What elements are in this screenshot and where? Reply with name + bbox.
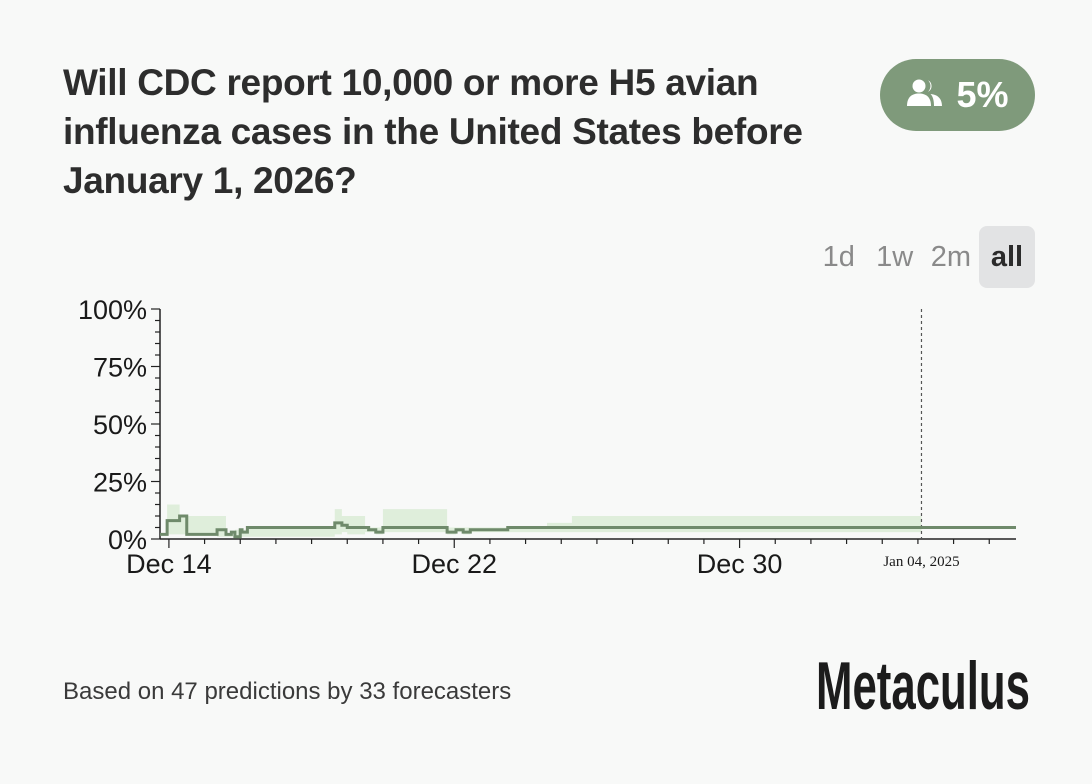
y-tick-label: 50% xyxy=(93,410,147,440)
users-icon xyxy=(906,78,944,113)
y-tick-label: 0% xyxy=(108,525,147,555)
community-prediction-badge: 5% xyxy=(880,59,1035,131)
y-tick-label: 75% xyxy=(93,353,147,383)
range-all-button[interactable]: all xyxy=(979,226,1035,288)
y-tick-label: 100% xyxy=(78,295,147,325)
range-1d-button[interactable]: 1d xyxy=(822,240,855,273)
prediction-value: 5% xyxy=(956,74,1009,115)
confidence-band xyxy=(160,504,1016,537)
cursor-date-label: Jan 04, 2025 xyxy=(883,554,959,570)
x-tick-label: Dec 14 xyxy=(126,549,212,579)
brand-name: Metaculus xyxy=(816,649,1030,721)
range-2m-button[interactable]: 2m xyxy=(930,240,971,273)
prediction-line xyxy=(160,514,1016,539)
range-1w-button[interactable]: 1w xyxy=(876,240,914,273)
x-tick-label: Dec 30 xyxy=(697,549,783,579)
time-range-selector: 1d 1w 2m all xyxy=(811,226,1035,288)
metaculus-logo: Metaculus xyxy=(816,649,1030,721)
prediction-chart[interactable]: 0% 25% 50% 75% 100% Dec 14 Dec 22 Dec 30 Jan 04,… xyxy=(0,0,1092,600)
y-tick-label: 25% xyxy=(93,468,147,498)
predictions-summary: Based on 47 predictions by 33 forecaster… xyxy=(63,678,512,705)
x-tick-label: Dec 22 xyxy=(411,549,497,579)
question-title: Will CDC report 10,000 or more H5 avian … xyxy=(63,62,803,201)
